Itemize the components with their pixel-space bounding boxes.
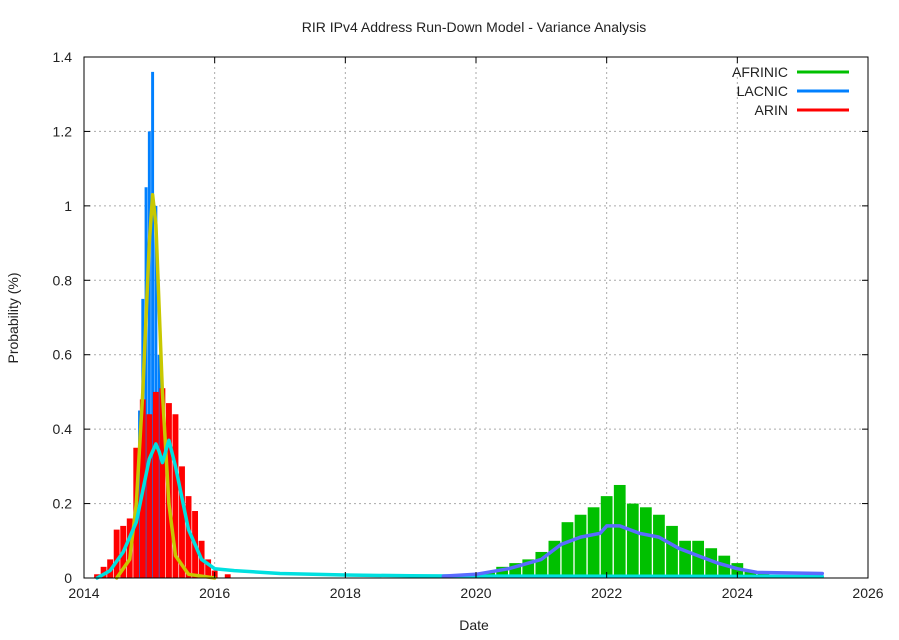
x-tick-label: 2018 — [330, 585, 361, 601]
x-tick-label: 2020 — [460, 585, 491, 601]
bar-afrinic-8 — [574, 514, 587, 578]
bar-afrinic-9 — [587, 507, 600, 578]
x-tick-label: 2026 — [852, 585, 883, 601]
bar-lacnic-9 — [157, 354, 161, 578]
bar-arin-12 — [172, 414, 179, 578]
bar-afrinic-11 — [613, 484, 626, 578]
y-tick-label: 0.8 — [53, 272, 73, 288]
bar-afrinic-13 — [639, 507, 652, 578]
y-tick-label: 0 — [64, 570, 72, 586]
bar-afrinic-16 — [679, 540, 691, 578]
bar-afrinic-10 — [600, 496, 613, 578]
y-tick-label: 1.4 — [53, 49, 73, 65]
x-axis-label: Date — [459, 617, 489, 633]
bar-arin-8 — [146, 414, 153, 578]
bar-afrinic-17 — [692, 540, 705, 578]
bar-afrinic-4 — [522, 559, 535, 578]
x-tick-label: 2016 — [199, 585, 230, 601]
bar-lacnic-5 — [144, 187, 148, 578]
series-line-5 — [441, 524, 825, 578]
bar-afrinic-2 — [496, 566, 509, 578]
bar-lacnic-7 — [151, 71, 155, 578]
bar-afrinic-6 — [548, 540, 561, 578]
bar-arin-3 — [113, 529, 120, 578]
bar-afrinic-21 — [744, 570, 757, 578]
afrinic-series-0 — [470, 484, 783, 578]
legend-label: LACNIC — [737, 83, 788, 99]
bar-afrinic-5 — [535, 551, 548, 578]
y-tick-label: 0.4 — [53, 421, 73, 437]
bar-afrinic-20 — [731, 563, 744, 578]
x-tick-label: 2024 — [722, 585, 753, 601]
bar-afrinic-7 — [561, 522, 574, 578]
plot-area — [94, 71, 825, 580]
bar-lacnic-3 — [138, 410, 142, 578]
series-line-3 — [114, 192, 217, 580]
y-axis-ticks: 0 0.2 0.4 0.6 0.8 1 1.2 1.4 — [53, 49, 868, 586]
bar-afrinic-15 — [666, 525, 678, 578]
bar-arin-9 — [152, 391, 159, 578]
bar-arin-13 — [179, 466, 185, 578]
bar-afrinic-19 — [718, 555, 731, 578]
bar-afrinic-12 — [626, 503, 639, 578]
overlay-series-5 — [441, 524, 825, 578]
y-tick-label: 0.6 — [53, 347, 73, 363]
y-tick-label: 1.2 — [53, 123, 73, 139]
x-tick-label: 2014 — [68, 585, 99, 601]
legend-label: ARIN — [755, 102, 788, 118]
bar-lacnic-6 — [147, 131, 151, 578]
x-axis-ticks: 2014 2016 2018 2020 2022 2024 2026 — [68, 57, 884, 601]
x-tick-label: 2022 — [591, 585, 622, 601]
y-tick-label: 0.2 — [53, 496, 73, 512]
legend-label: AFRINIC — [732, 64, 788, 80]
bar-arin-10 — [159, 388, 166, 578]
gridlines — [84, 57, 868, 578]
bar-arin-19 — [224, 574, 231, 578]
bar-arin-14 — [185, 496, 192, 578]
y-tick-label: 1 — [64, 198, 72, 214]
y-axis-label: Probability (%) — [5, 272, 21, 363]
bar-afrinic-18 — [705, 548, 718, 578]
bar-afrinic-14 — [653, 514, 665, 578]
bar-arin-17 — [205, 559, 212, 578]
chart-title: RIR IPv4 Address Run-Down Model - Varian… — [302, 19, 646, 35]
legend: AFRINIC LACNIC ARIN — [732, 64, 849, 118]
bar-afrinic-3 — [509, 563, 522, 578]
